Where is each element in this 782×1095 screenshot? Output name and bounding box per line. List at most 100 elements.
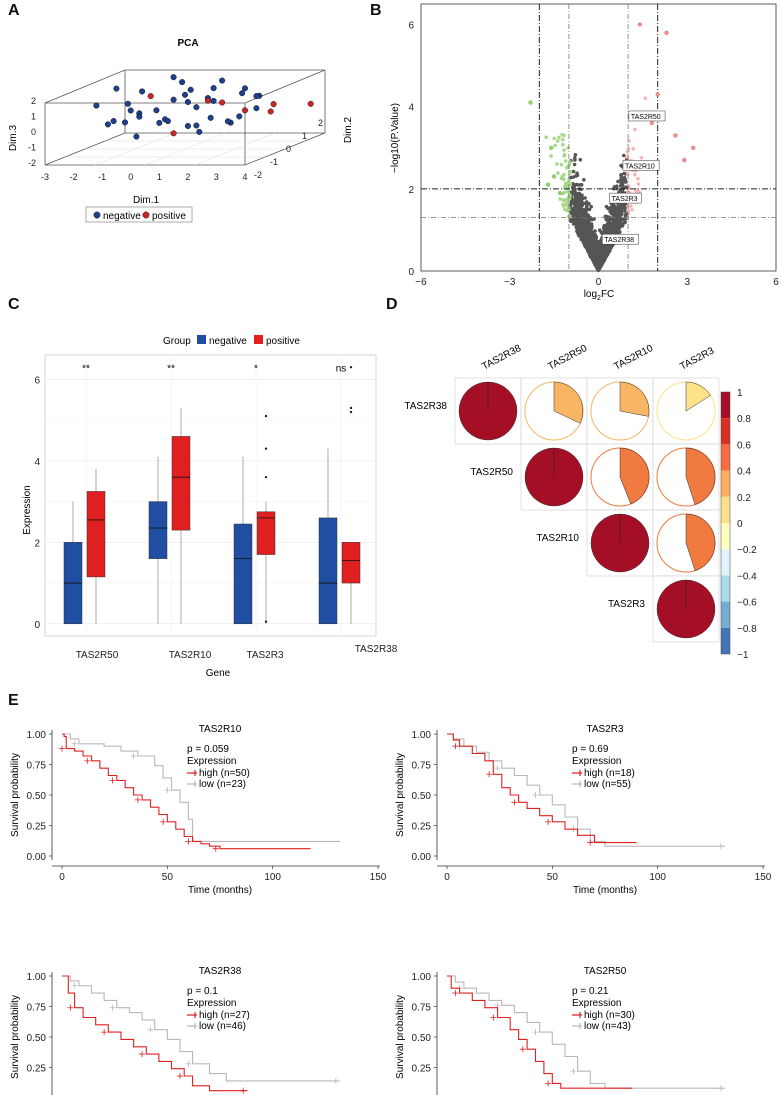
legend-positive-label: positive <box>266 336 300 347</box>
volcano-gene-label-TAS2R50: TAS2R50 <box>628 110 666 122</box>
panel-label-e: E <box>8 692 19 709</box>
km-legend-high: high (n=18) <box>584 768 635 779</box>
volcano-point <box>609 230 614 235</box>
km-high-curve-censor <box>490 1014 497 1021</box>
pca-point-negative-16 <box>193 104 200 111</box>
pca-point-negative-26 <box>113 85 120 92</box>
volcano-y-tick: 2 <box>408 185 414 196</box>
pca-point-negative-25 <box>224 118 231 125</box>
dim2-tick: -2 <box>254 170 262 180</box>
boxplot-significance-TAS2R3: * <box>254 363 258 374</box>
boxplot-significance-TAS2R50: ** <box>82 363 90 374</box>
km-x-tick: 0 <box>444 872 450 883</box>
volcano-x-tick: −3 <box>504 277 516 288</box>
boxplot-category-label: TAS2R50 <box>76 650 119 661</box>
panel-label-a: A <box>8 2 20 19</box>
legend-negative-dot <box>93 211 101 219</box>
pca-legend: negative positive <box>85 206 193 223</box>
km-legend-low: low (n=23) <box>199 779 246 790</box>
pca-point-negative-3 <box>139 88 146 95</box>
boxplot-category-label: TAS2R3 <box>246 650 283 661</box>
volcano-point <box>568 169 572 174</box>
volcano-x-tick: −6 <box>415 277 427 288</box>
volcano-point <box>574 198 579 203</box>
km-legend-high-swatch <box>572 1012 582 1018</box>
volcano-highlight-10 <box>682 157 687 163</box>
volcano-point <box>611 221 615 226</box>
volcano-point <box>562 153 566 158</box>
km-high-curve-censor <box>486 771 493 778</box>
km-legend-low-swatch <box>187 781 197 787</box>
volcano-point <box>622 175 627 180</box>
volcano-point <box>591 252 596 257</box>
km-high-curve-censor <box>160 818 167 825</box>
volcano-point <box>575 171 579 175</box>
km-y-tick: 0.50 <box>27 791 47 802</box>
km-low-curve-censor <box>130 752 137 759</box>
boxplot-significance-TAS2R10: ** <box>167 363 175 374</box>
pca-point-negative-0 <box>93 102 100 109</box>
km-x-tick: 50 <box>547 872 559 883</box>
volcano-point <box>572 220 577 225</box>
volcano-highlight-6 <box>664 30 669 35</box>
volcano-highlight-3 <box>557 190 563 196</box>
km-ylabel: Survival probability <box>10 995 21 1079</box>
km-high-curve-censor <box>212 845 219 852</box>
km-high-curve-censor <box>139 1051 146 1058</box>
box-outlier-1 <box>349 410 353 414</box>
pca-point-negative-27 <box>184 98 191 105</box>
boxplot-y-tick: 6 <box>34 375 40 386</box>
volcano-point <box>579 183 584 187</box>
colorbar-segment-1 <box>721 418 730 445</box>
volcano-gene-label-TAS2R3: TAS2R3 <box>609 192 642 204</box>
legend-negative-label: negative <box>209 336 247 347</box>
svg-text:TAS2R38: TAS2R38 <box>604 237 634 244</box>
dim1-tick: -2 <box>70 172 78 182</box>
km-low-curve-censor <box>332 1077 339 1084</box>
volcano-point <box>571 169 576 174</box>
volcano-point <box>596 243 601 248</box>
km-x-tick: 100 <box>264 872 281 883</box>
volcano-point <box>585 227 589 231</box>
volcano-point <box>580 193 584 197</box>
pca-title: PCA <box>177 38 198 49</box>
volcano-point <box>572 212 576 217</box>
pca-point-negative-2 <box>110 118 117 125</box>
pca-point-negative-36 <box>136 113 143 120</box>
volcano-point <box>565 165 569 170</box>
volcano-x-tick: 6 <box>773 277 779 288</box>
colorbar-tick: −0.6 <box>737 598 757 609</box>
km-ylabel: Survival probability <box>395 753 406 837</box>
corr-cell-TAS2R50-TAS2R10 <box>586 443 654 511</box>
km-high-curve <box>62 975 248 1092</box>
volcano-point <box>590 243 595 247</box>
dim1-tick: 4 <box>242 172 247 182</box>
pca-point-negative-10 <box>179 79 186 86</box>
volcano-point <box>588 231 593 236</box>
dim3-tick: 2 <box>31 96 36 106</box>
km-title: TAS2R38 <box>199 966 242 977</box>
km-legend-high-swatch <box>572 770 582 776</box>
volcano-point <box>614 226 618 231</box>
corr-cell-TAS2R10-TAS2R3 <box>652 509 720 577</box>
km-y-tick: 0.25 <box>27 1064 47 1075</box>
svg-text:TAS2R10: TAS2R10 <box>625 163 655 170</box>
volcano-point <box>568 218 573 222</box>
boxplot-y-tick: 4 <box>34 457 40 468</box>
km-high-curve-censor <box>545 1080 552 1087</box>
volcano-point <box>561 142 565 147</box>
volcano-point <box>552 136 556 141</box>
volcano-x-tick: 3 <box>684 277 690 288</box>
box-outlier-0 <box>264 414 268 418</box>
km-y-tick: 0.00 <box>412 852 432 863</box>
volcano-highlight-9 <box>691 145 696 150</box>
volcano-point <box>563 190 567 195</box>
volcano-point <box>587 202 591 206</box>
pca-point-negative-23 <box>253 93 260 100</box>
colorbar-segment-6 <box>721 549 730 576</box>
volcano-point <box>576 183 581 187</box>
volcano-point <box>602 252 606 256</box>
pca-point-positive-3 <box>241 107 248 114</box>
